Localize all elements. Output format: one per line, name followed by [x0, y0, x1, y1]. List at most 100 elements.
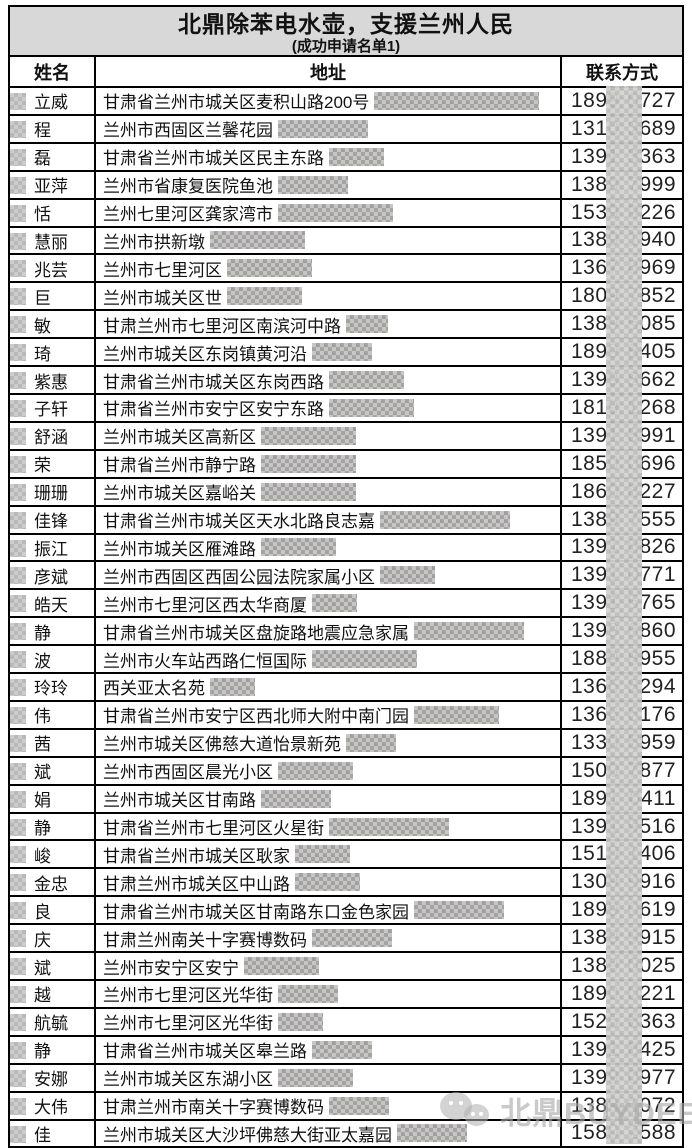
applicant-address: 甘肃省兰州市城关区耿家 — [103, 846, 290, 866]
applicant-name: 金忠 — [34, 874, 68, 894]
table-row: 安娜 兰州市城关区东湖小区 1399 0977 — [10, 1062, 682, 1091]
applicant-name: 安娜 — [34, 1070, 68, 1090]
surname-redaction-block — [10, 818, 26, 836]
table-row: 静 甘肃省兰州市城关区皋兰路 1391 8425 — [10, 1034, 682, 1063]
address-redaction-block — [346, 315, 388, 334]
page-subtitle: (成功申请名单1) — [291, 38, 401, 55]
applicant-address: 甘肃兰州市城关区中山路 — [103, 874, 290, 894]
address-redaction-block — [414, 901, 504, 920]
column-header-contact: 联系方式 — [560, 57, 682, 86]
table-row: 斌 兰州市安宁区安宁 1389 0025 — [10, 951, 682, 979]
address-redaction-block — [329, 147, 384, 166]
surname-redaction-block — [10, 1013, 26, 1031]
applicant-address: 兰州市西固区西固公园法院家属小区 — [103, 567, 375, 587]
applicant-address: 甘肃省兰州市城关区盘旋路地震应急家属 — [103, 623, 409, 643]
applicant-name: 庆 — [34, 930, 51, 950]
table-title-band: 北鼎除苯电水壶，支援兰州人民 (成功申请名单1) — [10, 7, 682, 57]
applicant-address: 兰州市城关区高新区 — [103, 428, 256, 448]
applicant-name: 斌 — [34, 958, 51, 978]
surname-redaction-block — [10, 511, 26, 529]
address-redaction-block — [210, 677, 255, 696]
applicant-address: 兰州市火车站西路仁恒国际 — [103, 651, 307, 671]
table-row: 恬 兰州七里河区龚家湾市 1539 9226 — [10, 197, 682, 226]
surname-redaction-block — [10, 902, 26, 920]
table-row: 佳 兰州市城关区大沙坪佛慈大街亚太嘉园 1580 2588 — [10, 1118, 682, 1147]
table-row: 静 甘肃省兰州市七里河区火星街 1391 9516 — [10, 811, 682, 840]
surname-redaction-block — [10, 734, 26, 752]
table-row: 程 兰州市西固区兰馨花园 1310 3689 — [10, 113, 682, 142]
surname-redaction-block — [10, 1125, 26, 1143]
applicants-table: 北鼎除苯电水壶，支援兰州人民 (成功申请名单1) 姓名 地址 联系方式 立威 甘… — [8, 5, 684, 1148]
table-row: 子轩 甘肃省兰州市安宁区安宁东路 1819 1268 — [10, 392, 682, 421]
address-redaction-block — [380, 566, 435, 585]
applicant-name: 静 — [34, 1042, 51, 1062]
table-row: 峻 甘肃省兰州市城关区耿家 1510 1406 — [10, 839, 682, 868]
address-redaction-block — [278, 1012, 323, 1031]
surname-redaction-block — [10, 706, 26, 724]
applicant-address: 兰州市安宁区安宁 — [103, 958, 239, 978]
applicant-name: 琦 — [34, 344, 51, 364]
surname-redaction-block — [10, 651, 26, 669]
applicant-name: 茜 — [34, 735, 51, 755]
table-header-row: 姓名 地址 联系方式 — [10, 57, 682, 86]
address-redaction-block — [278, 119, 368, 138]
applicant-name: 玲玲 — [34, 679, 68, 699]
surname-redaction-block — [10, 930, 26, 948]
surname-redaction-block — [10, 1069, 26, 1087]
surname-redaction-block — [10, 176, 26, 194]
applicant-name: 皓天 — [34, 595, 68, 615]
applicant-name: 慧丽 — [34, 232, 68, 252]
applicant-address: 甘肃兰州南关十字赛博数码 — [103, 930, 307, 950]
surname-redaction-block — [10, 874, 26, 892]
address-redaction-block — [374, 91, 540, 110]
applicant-address: 兰州市西固区兰馨花园 — [103, 121, 273, 141]
table-row: 珊珊 兰州市城关区嘉峪关 1860 8227 — [10, 476, 682, 505]
table-row: 亚萍 兰州市省康复医院鱼池 1389 7999 — [10, 169, 682, 198]
surname-redaction-block — [10, 623, 26, 641]
surname-redaction-block — [10, 539, 26, 557]
surname-redaction-block — [10, 288, 26, 306]
address-redaction-block — [295, 873, 360, 892]
applicant-name: 佳 — [34, 1125, 51, 1145]
applicant-address: 兰州市城关区世 — [103, 288, 222, 308]
address-redaction-block — [312, 1040, 372, 1059]
applicant-address: 兰州市城关区东湖小区 — [103, 1070, 273, 1090]
applicant-name: 兆芸 — [34, 260, 68, 280]
applicant-name: 恬 — [34, 205, 51, 225]
applicant-name: 静 — [34, 819, 51, 839]
applicant-address: 甘肃省兰州市城关区麦积山路200号 — [103, 93, 370, 113]
address-redaction-block — [261, 426, 356, 445]
address-redaction-block — [261, 454, 356, 473]
surname-redaction-block — [10, 762, 26, 780]
applicant-address: 兰州市城关区嘉峪关 — [103, 484, 256, 504]
address-redaction-block — [346, 733, 396, 752]
table-row: 巨 兰州市城关区世 1809 7852 — [10, 281, 682, 310]
applicant-address: 兰州市城关区佛慈大道怡景新苑 — [103, 735, 341, 755]
applicant-address: 甘肃省兰州市城关区天水北路良志嘉 — [103, 512, 375, 532]
applicant-name: 良 — [34, 902, 51, 922]
address-redaction-block — [329, 817, 449, 836]
column-header-name: 姓名 — [34, 62, 70, 83]
address-redaction-block — [261, 789, 331, 808]
address-redaction-block — [312, 650, 417, 669]
applicant-address: 兰州市省康复医院鱼池 — [103, 177, 273, 197]
applicant-address: 甘肃省兰州市城关区东岗西路 — [103, 372, 324, 392]
applicant-address: 兰州市城关区东岗镇黄河沿 — [103, 344, 307, 364]
table-row: 娟 兰州市城关区甘南路 1891 0411 — [10, 783, 682, 812]
address-redaction-block — [329, 1096, 389, 1115]
table-row: 伟 甘肃省兰州市安宁区西北师大附中南门园 1366 6176 — [10, 699, 682, 728]
address-redaction-block — [312, 343, 372, 362]
applicant-name: 巨 — [34, 288, 51, 308]
table-body: 立威 甘肃省兰州市城关区麦积山路200号 1899 0727 程 兰州市西固区兰… — [10, 86, 682, 1147]
applicant-address: 甘肃省兰州市城关区甘南路东口金色家园 — [103, 902, 409, 922]
address-redaction-block — [227, 287, 302, 306]
table-row: 金忠 甘肃兰州市城关区中山路 1309 9916 — [10, 867, 682, 896]
table-row: 庆 甘肃兰州南关十字赛博数码 1389 9915 — [10, 923, 682, 952]
table-row: 兆芸 兰州市七里河区 1367 8969 — [10, 253, 682, 282]
address-redaction-block — [380, 510, 510, 529]
applicant-name: 程 — [34, 121, 51, 141]
surname-redaction-block — [10, 120, 26, 138]
surname-redaction-block — [10, 790, 26, 808]
table-row: 波 兰州市火车站西路仁恒国际 1889 8955 — [10, 644, 682, 673]
